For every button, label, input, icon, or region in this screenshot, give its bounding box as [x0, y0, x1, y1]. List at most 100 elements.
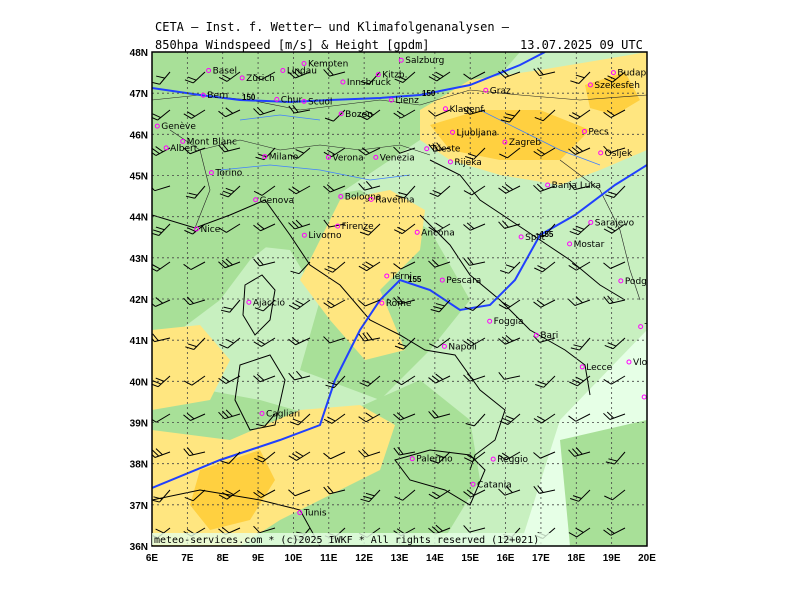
city-marker: [301, 232, 307, 238]
wind-barb: [220, 299, 241, 313]
wind-barb: [533, 451, 556, 459]
wind-barb: [324, 109, 346, 122]
wind-barb: [324, 261, 346, 273]
city-label: Mostar: [574, 240, 605, 250]
wind-barb: [255, 413, 276, 427]
wind-barb: [253, 489, 276, 498]
city-marker: [439, 277, 445, 283]
city-label: Cagliari: [266, 409, 300, 419]
wind-barb: [395, 185, 416, 199]
city-label: Tunis: [303, 509, 327, 519]
city-marker: [200, 92, 206, 98]
wind-barb: [603, 527, 626, 536]
wind-barb: [288, 104, 311, 114]
wind-barb: [289, 413, 311, 426]
isohypses: [152, 52, 647, 489]
longitude-label: 8E: [217, 553, 230, 564]
isohypse-label: 155: [408, 275, 422, 284]
wind-barb: [430, 299, 451, 313]
wind-barb: [568, 447, 591, 457]
wind-barb: [533, 485, 556, 494]
wind-barb: [183, 375, 206, 386]
wind-barb: [428, 373, 451, 384]
wind-barb: [569, 375, 591, 387]
city-label: Reggio: [497, 455, 528, 465]
wind-barb: [463, 71, 486, 80]
wind-barb: [289, 147, 311, 159]
wind-barb: [394, 337, 416, 350]
wind-barb: [152, 333, 171, 343]
city-label: Ravenna: [375, 195, 414, 205]
wind-barb: [152, 375, 171, 388]
latitude-label: 46N: [130, 130, 148, 141]
wind-barb: [533, 147, 556, 157]
city-label: Split: [525, 233, 545, 243]
city-label: Graz: [490, 86, 511, 96]
longitude-label: 13E: [391, 553, 409, 564]
wind-barb: [498, 334, 521, 345]
city-label: Ljubljana: [457, 128, 498, 138]
latitude-label: 37N: [130, 501, 148, 512]
wind-barb: [498, 69, 521, 78]
city-marker: [545, 182, 551, 188]
isohypse-label: 155: [540, 230, 554, 239]
city-label: Catania: [477, 480, 512, 490]
wind-barb: [358, 261, 381, 272]
wind-barb: [533, 413, 556, 424]
city-label: Nice: [201, 225, 221, 235]
wind-barb: [152, 297, 171, 307]
wind-barb: [604, 489, 626, 501]
wind-barb: [218, 71, 241, 82]
city-label: Mont Blanc: [187, 137, 237, 147]
latitude-label: 44N: [130, 213, 148, 224]
city-label: Podgorica: [625, 277, 669, 287]
city-marker: [388, 97, 394, 103]
wind-barb: [218, 375, 241, 384]
city-label: Banja Luka: [552, 181, 601, 191]
city-label: Salzburg: [405, 56, 444, 66]
city-marker: [368, 196, 374, 202]
wind-barb: [603, 223, 626, 234]
wind-barb: [498, 299, 521, 310]
wind-barb: [218, 258, 241, 269]
wind-barb: [533, 183, 556, 192]
wind-barb: [605, 185, 626, 198]
wind-barb: [498, 183, 521, 194]
city-marker: [384, 273, 390, 279]
city-label: Pescara: [446, 276, 481, 286]
wind-barb: [500, 109, 521, 123]
wind-barb: [358, 109, 381, 121]
longitude-label: 9E: [252, 553, 265, 564]
city-marker: [641, 394, 647, 400]
city-label: Vlora: [633, 358, 656, 368]
city-label: Kitzb.: [382, 71, 407, 81]
wind-barb: [183, 147, 206, 155]
city-label: Tirana: [644, 323, 673, 333]
city-label: Pecs: [588, 127, 609, 137]
latitude-label: 41N: [130, 336, 148, 347]
wind-barb: [358, 147, 381, 156]
city-marker: [610, 70, 616, 76]
city-label: Venezia: [380, 153, 415, 163]
wind-barb: [463, 257, 486, 266]
wind-barb: [498, 451, 521, 461]
wind-barb: [393, 296, 416, 305]
wind-barb: [358, 299, 381, 307]
wind-barb: [498, 220, 521, 229]
wind-barb: [603, 145, 626, 154]
wind-barb: [568, 296, 591, 306]
longitude-label: 19E: [603, 553, 621, 564]
wind-barb: [253, 525, 276, 534]
wind-barb: [219, 185, 241, 198]
city-marker: [154, 123, 160, 129]
wind-barb: [394, 489, 416, 501]
wind-barb: [393, 412, 416, 421]
wind-barb: [603, 375, 626, 385]
wind-barb: [603, 261, 626, 269]
longitude-label: 7E: [181, 553, 194, 564]
wind-barb: [428, 489, 451, 500]
city-label: Korfu: [648, 393, 672, 403]
city-label: Albert.: [170, 144, 200, 154]
footer-background: [152, 533, 552, 545]
